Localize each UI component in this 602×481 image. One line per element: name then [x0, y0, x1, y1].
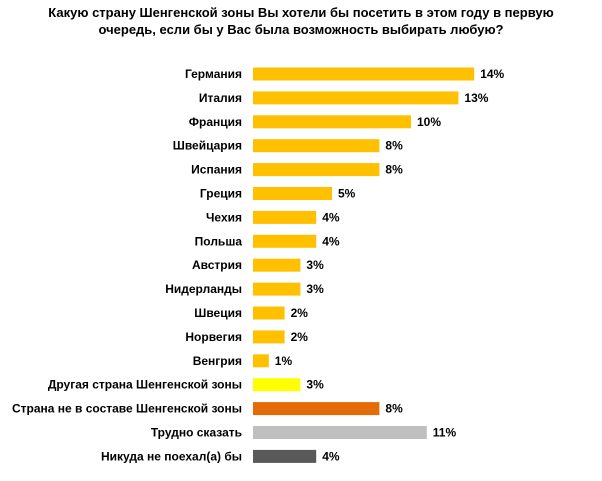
bar	[253, 67, 475, 81]
value-label: 3%	[306, 282, 324, 296]
bar	[253, 306, 285, 320]
value-label: 14%	[480, 67, 504, 81]
bar	[253, 187, 332, 200]
value-label: 5%	[338, 187, 356, 201]
category-label: Греция	[200, 187, 242, 201]
category-label: Другая страна Шенгенской зоны	[48, 378, 242, 392]
category-label: Австрия	[192, 258, 242, 272]
category-label: Италия	[199, 91, 242, 105]
value-label: 2%	[291, 330, 309, 344]
bar	[253, 258, 301, 272]
value-label: 8%	[385, 402, 403, 416]
category-label: Никуда не поехал(а) бы	[101, 449, 242, 463]
value-label: 3%	[306, 258, 324, 272]
category-label: Швейцария	[173, 139, 242, 153]
category-label: Франция	[189, 115, 242, 129]
chart-title-line-2: очередь, если бы у Вас была возможность …	[98, 22, 504, 37]
bar	[253, 449, 317, 463]
bar	[253, 402, 380, 416]
bar	[253, 115, 411, 129]
bar	[253, 210, 317, 224]
bar	[253, 163, 380, 177]
value-label: 3%	[306, 378, 324, 392]
bar	[253, 139, 380, 153]
bars-layer: Германия 14% Италия 13% Франция 10% Швейцария 8…	[12, 67, 505, 463]
category-label: Норвегия	[185, 330, 242, 344]
value-label: 2%	[291, 306, 309, 320]
category-label: Трудно сказать	[151, 426, 242, 440]
category-label: Швеция	[194, 306, 242, 320]
chart-title-line-1: Какую страну Шенгенской зоны Вы хотели б…	[48, 5, 554, 20]
category-label: Венгрия	[193, 354, 242, 368]
category-label: Германия	[185, 67, 242, 81]
value-label: 11%	[433, 426, 457, 440]
category-label: Польша	[195, 234, 243, 248]
value-label: 8%	[385, 139, 403, 153]
bar	[253, 234, 317, 248]
value-label: 4%	[322, 210, 340, 224]
value-label: 8%	[385, 163, 403, 177]
value-label: 1%	[275, 354, 293, 368]
chart-title: Какую страну Шенгенской зоны Вы хотели б…	[0, 4, 602, 38]
category-label: Испания	[191, 163, 242, 177]
value-label: 13%	[464, 91, 488, 105]
category-label: Страна не в составе Шенгенской зоны	[12, 402, 242, 416]
bar	[253, 378, 301, 392]
value-label: 4%	[322, 234, 340, 248]
category-label: Нидерланды	[165, 282, 242, 296]
bar	[253, 426, 427, 439]
value-label: 10%	[417, 115, 441, 129]
bar	[253, 282, 301, 296]
category-label: Чехия	[206, 210, 242, 224]
bar	[253, 354, 269, 368]
bar	[253, 330, 285, 344]
value-label: 4%	[322, 449, 340, 463]
bar	[253, 91, 459, 105]
